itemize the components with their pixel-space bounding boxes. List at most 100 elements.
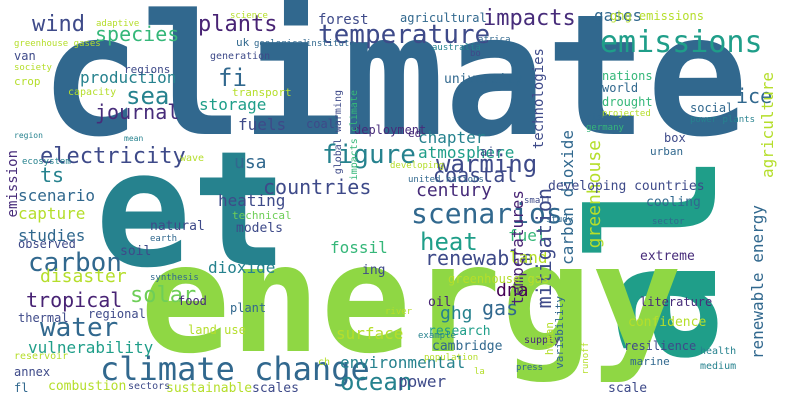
word: models: [236, 221, 283, 236]
word: climate: [40, 0, 749, 174]
word: drought: [602, 95, 653, 109]
word: reservoir: [14, 351, 69, 362]
word: food: [178, 294, 207, 308]
word: la: [474, 367, 485, 377]
word: water: [40, 313, 119, 343]
word: land: [509, 248, 548, 267]
word: scales: [252, 381, 299, 396]
word: environmental: [340, 353, 466, 372]
word: oil: [428, 295, 452, 310]
word: electricity: [40, 144, 186, 169]
word: coastal: [433, 163, 518, 187]
word: power: [398, 372, 447, 391]
word: emission: [5, 150, 21, 218]
word: study: [546, 215, 574, 225]
word: runoff: [581, 342, 591, 375]
word: temperatures: [508, 190, 527, 306]
word: soil: [120, 244, 152, 259]
word: impacts: [483, 6, 576, 31]
word: sustainable: [166, 381, 253, 396]
word: ing: [362, 263, 386, 278]
word: emissions: [600, 25, 763, 60]
word: nations: [602, 69, 653, 83]
word: deployment: [354, 123, 427, 137]
word: usa: [234, 152, 267, 173]
word: cambridge: [432, 339, 503, 354]
word: united nations: [408, 175, 484, 185]
word: medium: [700, 361, 737, 372]
word: heating: [218, 191, 286, 210]
word: bo: [470, 49, 481, 59]
word: technical: [232, 209, 292, 222]
word: climate change: [100, 350, 370, 388]
word: power plants: [690, 115, 756, 125]
word: dna: [496, 280, 529, 301]
word: fuel: [508, 226, 547, 245]
word: supply: [524, 335, 561, 346]
word: ecosystem: [22, 157, 71, 167]
word: ed: [408, 127, 422, 140]
word: extreme: [640, 249, 695, 264]
word: agriculture: [758, 72, 777, 178]
word: agricultural: [400, 11, 487, 25]
word: variability: [553, 296, 566, 369]
word: sector: [652, 217, 685, 227]
word: australia: [432, 43, 481, 53]
word: mean: [124, 134, 144, 143]
word: species: [95, 22, 180, 46]
word: press: [516, 363, 544, 373]
word: generation: [210, 51, 271, 62]
word: rise: [586, 113, 608, 123]
word: literature: [640, 295, 713, 309]
word: plant: [230, 301, 267, 315]
word: university: [444, 72, 523, 87]
word: example: [418, 331, 456, 341]
word: observed: [18, 237, 76, 251]
word: coal: [306, 117, 335, 131]
word: et: [95, 116, 288, 303]
word: ice: [736, 84, 773, 108]
word: geological: [254, 39, 309, 49]
word: forest: [318, 12, 369, 28]
word: science: [230, 11, 268, 21]
word: gas: [482, 296, 519, 320]
word: combustion: [48, 379, 127, 394]
word: energy: [140, 213, 682, 387]
word: gases: [594, 6, 643, 25]
word: fuels: [238, 115, 287, 134]
word: resilience: [624, 339, 697, 353]
word: cooling: [646, 195, 701, 210]
word: van: [14, 49, 36, 63]
word: storage: [199, 95, 267, 114]
word: ghg emissions: [610, 9, 704, 23]
word: carbon dioxide: [558, 130, 577, 265]
word: region: [14, 131, 43, 140]
word: century: [416, 180, 492, 201]
word: air: [480, 145, 502, 159]
word: journal: [95, 100, 180, 124]
word: earth: [150, 234, 178, 244]
word: ts: [40, 163, 65, 187]
word: small: [524, 196, 552, 206]
word: uk: [236, 36, 250, 49]
word: scenarios: [411, 197, 563, 230]
word: box: [664, 131, 686, 145]
word: fossil: [330, 238, 388, 257]
word: scenario: [18, 186, 96, 205]
word: global warming: [333, 90, 344, 175]
word: capacity: [68, 87, 117, 98]
word: plants: [198, 12, 278, 37]
word: regional: [88, 307, 146, 321]
word: impacts climate: [349, 90, 360, 181]
word: urban: [650, 145, 684, 158]
word: atmosphere: [418, 143, 515, 162]
word: regions: [124, 63, 171, 76]
word: renewable energy: [748, 205, 767, 360]
word: greenhouse gas: [448, 272, 550, 286]
word: technologies: [531, 48, 547, 150]
word: transport: [232, 86, 292, 99]
word: vulnerability: [28, 338, 154, 357]
word: dioxide: [208, 258, 276, 277]
word: germany: [586, 123, 624, 133]
word: wave: [180, 153, 205, 164]
